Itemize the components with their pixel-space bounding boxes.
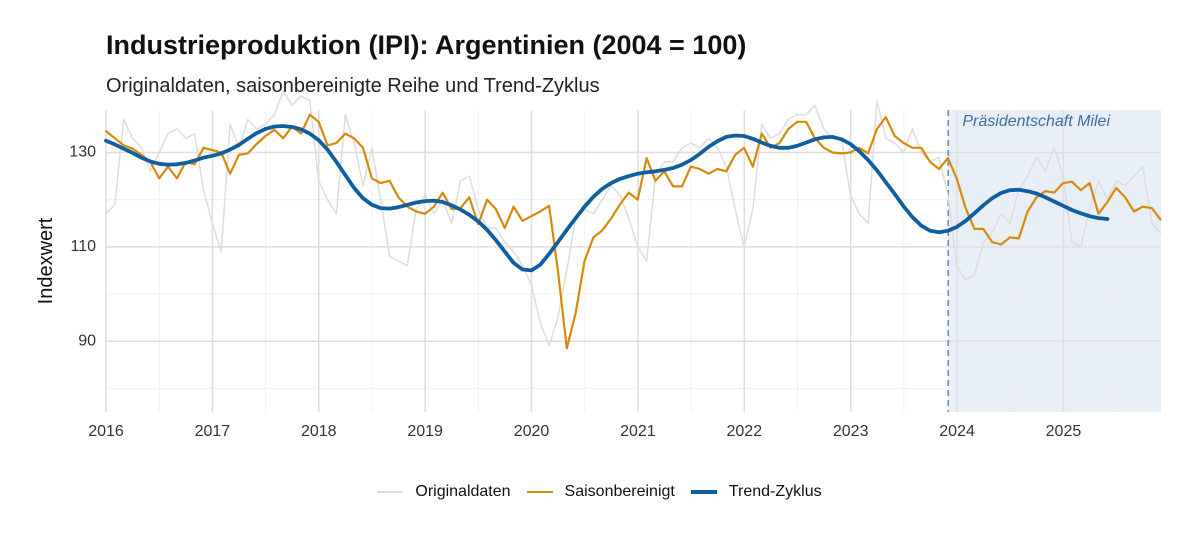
legend-label: Originaldaten — [415, 483, 511, 500]
x-tick-label: 2019 — [407, 423, 443, 440]
legend-label: Saisonbereinigt — [564, 483, 675, 500]
legend-key-saisonbereinigt — [526, 491, 553, 493]
x-tick-label: 2023 — [833, 423, 869, 440]
axes-group: 2016 2017 2018 2019 2020 2021 2022 2023 2024 2025… — [35, 144, 1081, 440]
shaded-region-group — [948, 110, 1161, 412]
x-tick-label: 2020 — [514, 423, 550, 440]
series-group — [104, 90, 1162, 350]
x-tick-label: 2021 — [620, 423, 656, 440]
grid-group — [105, 110, 1161, 412]
legend-item-originaldaten: Originaldaten — [377, 483, 511, 501]
x-tick-label: 2025 — [1046, 423, 1082, 440]
legend-key-originaldaten — [377, 491, 404, 493]
legend: Originaldaten Saisonbereinigt Trend-Zyklus — [0, 478, 1199, 506]
x-tick-label: 2017 — [195, 423, 231, 440]
legend-label: Trend-Zyklus — [728, 483, 822, 500]
series-line-saisonbereinigt — [104, 113, 1162, 350]
x-tick-label: 2024 — [939, 423, 975, 440]
y-tick-label: 110 — [70, 238, 96, 255]
line-chart: Präsidentschaft Milei 2016 2017 2018 2019 20… — [35, 90, 1162, 440]
legend-key-trend-zyklus — [690, 490, 717, 494]
milei-shaded-region — [948, 110, 1161, 412]
x-tick-label: 2016 — [88, 423, 124, 440]
annotation-group: Präsidentschaft Milei — [962, 113, 1110, 130]
chart-subtitle: Originaldaten, saisonbereinigte Reihe un… — [106, 75, 600, 97]
y-tick-label: 130 — [69, 144, 96, 161]
chart-title: Industrieproduktion (IPI): Argentinien (… — [106, 30, 747, 60]
x-tick-label: 2022 — [727, 423, 763, 440]
y-tick-label: 90 — [78, 332, 96, 349]
annotation-label-milei: Präsidentschaft Milei — [962, 113, 1110, 130]
y-axis-label: Indexwert — [35, 217, 57, 304]
series-line-originaldaten — [105, 90, 1162, 347]
legend-item-saisonbereinigt: Saisonbereinigt — [526, 483, 675, 501]
series-line-trend-zyklus — [104, 124, 1110, 273]
x-tick-label: 2018 — [301, 423, 337, 440]
legend-item-trend-zyklus: Trend-Zyklus — [690, 483, 822, 501]
